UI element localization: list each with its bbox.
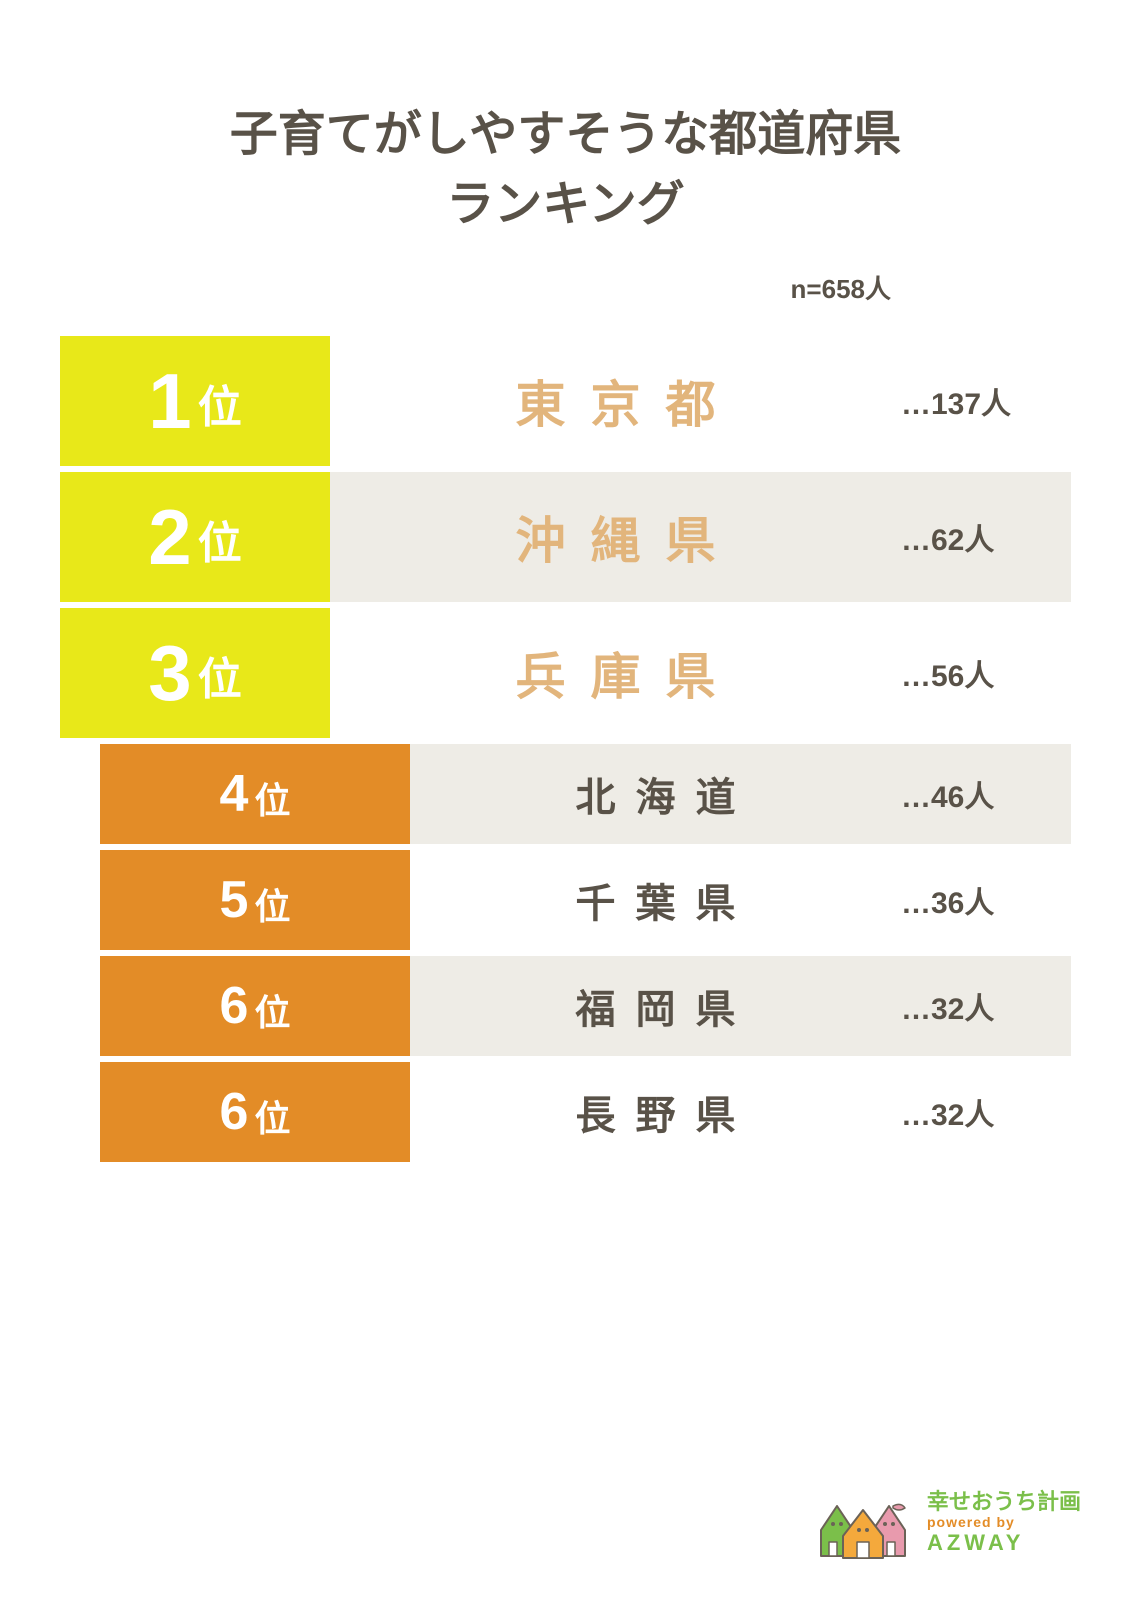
prefecture-name: 千葉県 [410, 850, 901, 950]
rank-badge: 6位 [100, 956, 410, 1056]
rank-number: 1 [148, 362, 191, 440]
ranking-row: 5位千葉県…36人 [100, 850, 1071, 950]
title-line-1: 子育てがしやすそうな都道府県 [60, 100, 1071, 170]
rank-badge: 1位 [60, 336, 330, 466]
prefecture-name: 福岡県 [410, 956, 901, 1056]
prefecture-name: 兵庫県 [330, 608, 901, 738]
vote-count: …46人 [901, 744, 1071, 844]
vote-count: …137人 [901, 336, 1071, 466]
vote-count: …62人 [901, 472, 1071, 602]
rank-badge: 6位 [100, 1062, 410, 1162]
rank-suffix: 位 [198, 522, 242, 566]
rank-number: 2 [148, 498, 191, 576]
rank-number: 5 [220, 874, 249, 926]
title-line-2: ランキング [60, 170, 1071, 240]
chart-title: 子育てがしやすそうな都道府県 ランキング [60, 100, 1071, 239]
sample-size-label: n=658人 [60, 269, 1071, 306]
rank-number: 3 [148, 634, 191, 712]
vote-count: …32人 [901, 1062, 1071, 1162]
rank-badge: 2位 [60, 472, 330, 602]
ranking-row: 6位福岡県…32人 [100, 956, 1071, 1056]
vote-count: …32人 [901, 956, 1071, 1056]
logo-text-line-1: 幸せおうち計画 [927, 1489, 1081, 1514]
rank-number: 6 [220, 980, 249, 1032]
ranking-row: 1位東京都…137人 [60, 336, 1071, 466]
vote-count: …36人 [901, 850, 1071, 950]
ranking-row: 4位北海道…46人 [100, 744, 1071, 844]
rank-suffix: 位 [198, 386, 242, 430]
ranking-list: 1位東京都…137人2位沖縄県…62人3位兵庫県…56人4位北海道…46人5位千… [60, 336, 1071, 1162]
rank-suffix: 位 [254, 995, 290, 1031]
logo-text-line-3: AZWAY [927, 1530, 1081, 1555]
ranking-row: 2位沖縄県…62人 [60, 472, 1071, 602]
prefecture-name: 東京都 [330, 336, 901, 466]
rank-suffix: 位 [198, 658, 242, 702]
ranking-row: 3位兵庫県…56人 [60, 608, 1071, 738]
rank-badge: 4位 [100, 744, 410, 844]
rank-number: 6 [220, 1086, 249, 1138]
rank-suffix: 位 [254, 889, 290, 925]
rank-number: 4 [220, 768, 249, 820]
brand-logo: 幸せおうち計画 powered by AZWAY [815, 1484, 1081, 1560]
rank-badge: 3位 [60, 608, 330, 738]
logo-text-line-2: powered by [927, 1514, 1081, 1530]
rank-suffix: 位 [254, 1101, 290, 1137]
ranking-row: 6位長野県…32人 [100, 1062, 1071, 1162]
prefecture-name: 北海道 [410, 744, 901, 844]
rank-suffix: 位 [254, 783, 290, 819]
rank-badge: 5位 [100, 850, 410, 950]
prefecture-name: 長野県 [410, 1062, 901, 1162]
prefecture-name: 沖縄県 [330, 472, 901, 602]
houses-icon [815, 1484, 915, 1560]
vote-count: …56人 [901, 608, 1071, 738]
